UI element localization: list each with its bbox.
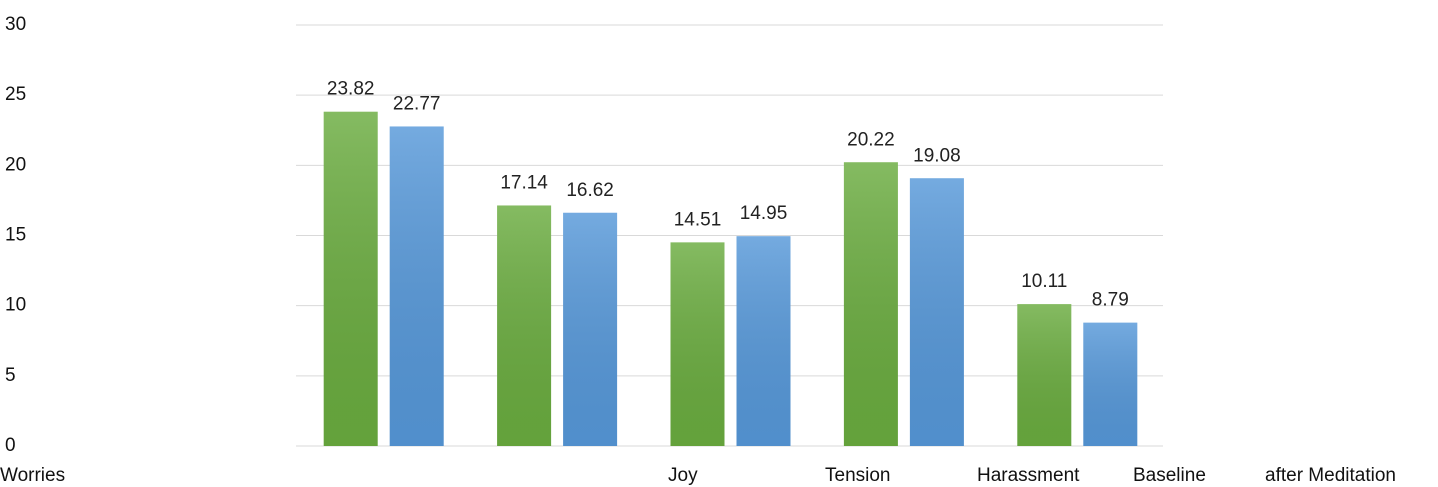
value-label: 10.11 bbox=[1021, 271, 1067, 292]
bar-shade bbox=[563, 213, 617, 446]
value-label: 14.95 bbox=[740, 203, 788, 224]
value-label: 22.77 bbox=[393, 93, 441, 114]
bar-shade bbox=[737, 236, 791, 446]
bar-shade bbox=[844, 162, 898, 446]
legend-label: after Meditation bbox=[1265, 465, 1396, 486]
y-tick-label: 5 bbox=[5, 365, 16, 386]
y-tick-label: 10 bbox=[5, 295, 26, 316]
value-label: 17.14 bbox=[500, 172, 548, 193]
value-label: 16.62 bbox=[566, 180, 614, 201]
bar-shade bbox=[1083, 323, 1137, 446]
bar-shade bbox=[671, 242, 725, 446]
chart: 0 5 10 15 20 25 30 23.82 17.14 14.51 20.22 10.11 22.… bbox=[0, 0, 1438, 487]
y-tick-label: 0 bbox=[5, 435, 16, 456]
x-tick-label: Harassment bbox=[977, 465, 1080, 486]
bar-shade bbox=[390, 126, 444, 446]
y-tick-label: 15 bbox=[5, 225, 26, 246]
y-tick-label: 30 bbox=[5, 14, 26, 35]
value-label: 19.08 bbox=[913, 145, 961, 166]
value-label: 14.51 bbox=[674, 209, 722, 230]
value-label: 23.82 bbox=[327, 79, 375, 100]
y-tick-label: 20 bbox=[5, 154, 26, 175]
legend-label: Baseline bbox=[1133, 465, 1206, 486]
x-tick-label: Joy bbox=[668, 465, 698, 486]
x-tick-label: Worries bbox=[0, 465, 65, 486]
bar-shade bbox=[1017, 304, 1071, 446]
value-label: 8.79 bbox=[1092, 290, 1129, 311]
bar-shade bbox=[910, 178, 964, 446]
value-label: 20.22 bbox=[847, 129, 895, 150]
y-tick-label: 25 bbox=[5, 84, 26, 105]
x-tick-label: Tension bbox=[825, 465, 891, 486]
bar-shade bbox=[497, 205, 551, 446]
bar-shade bbox=[324, 112, 378, 446]
